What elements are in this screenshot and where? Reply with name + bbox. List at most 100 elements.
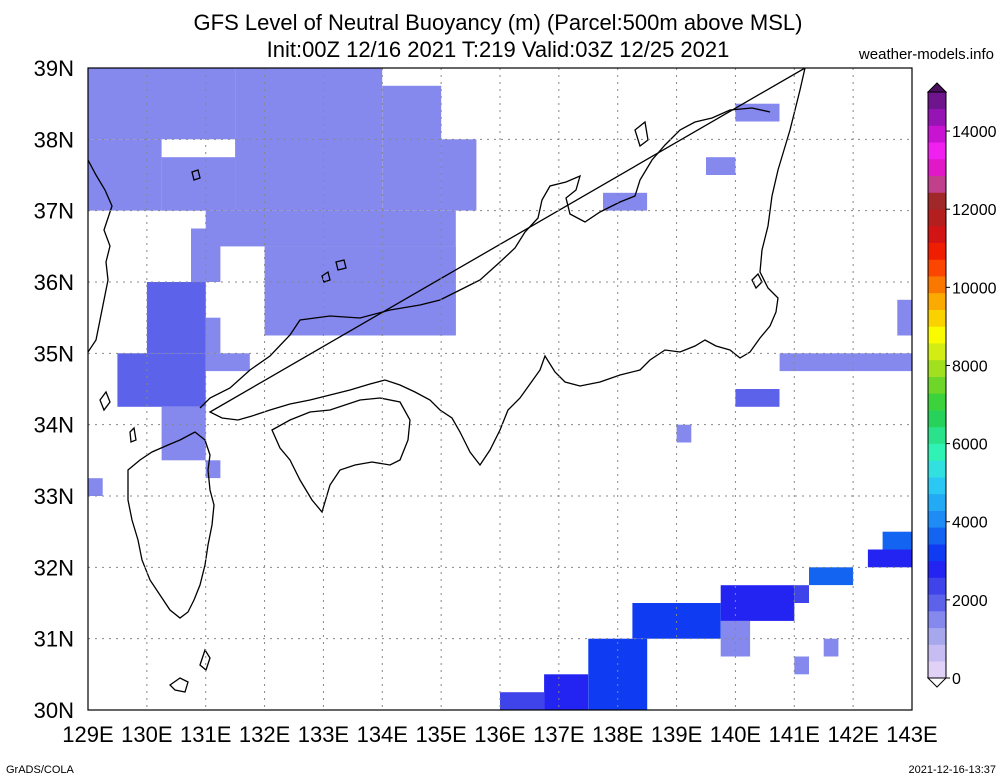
- x-tick-label-9: 138E: [592, 722, 643, 747]
- data-cell-7: [264, 246, 456, 336]
- colorbar-segment-17: [928, 376, 946, 394]
- colorbar-segment-23: [928, 276, 946, 294]
- data-cell-10: [205, 317, 221, 354]
- y-tick-label-2: 32N: [34, 555, 74, 580]
- footer-right: 2021-12-16-13:37: [909, 764, 996, 776]
- colorbar-segment-6: [928, 560, 946, 578]
- coastline-islands-5: [751, 272, 763, 290]
- data-cell-18: [603, 192, 648, 211]
- colorbar-segment-8: [928, 527, 946, 545]
- data-cell-28: [720, 585, 795, 621]
- data-cell-20: [676, 424, 692, 443]
- colorbar-segment-34: [928, 92, 946, 110]
- data-cell-5: [161, 157, 236, 211]
- colorbar-segment-19: [928, 343, 946, 361]
- y-tick-label-1: 31N: [34, 627, 74, 652]
- data-cell-26: [500, 692, 545, 710]
- colorbar-segment-7: [928, 544, 946, 562]
- colorbar-segment-10: [928, 493, 946, 511]
- coastline-honshu-west: [199, 107, 771, 409]
- coastline-islands-4: [634, 120, 649, 148]
- x-tick-label-6: 135E: [415, 722, 466, 747]
- site-watermark: weather-models.info: [858, 46, 994, 63]
- colorbar-segment-27: [928, 209, 946, 227]
- colorbar-segment-25: [928, 242, 946, 260]
- x-tick-label-8: 137E: [533, 722, 584, 747]
- colorbar-segment-12: [928, 460, 946, 478]
- colorbar-label-7: 14000: [952, 124, 997, 141]
- y-tick-label-3: 33N: [34, 484, 74, 509]
- data-cell-12: [117, 353, 206, 407]
- colorbar-segment-24: [928, 259, 946, 277]
- y-tick-label-0: 30N: [34, 698, 74, 723]
- colorbar-segment-22: [928, 292, 946, 310]
- data-cell-21: [779, 353, 912, 372]
- colorbar-segment-33: [928, 108, 946, 126]
- colorbar-segment-30: [928, 158, 946, 177]
- colorbar-segment-9: [928, 510, 946, 528]
- data-cell-9: [146, 282, 206, 354]
- data-cell-15: [88, 478, 103, 496]
- data-cell-22: [897, 299, 912, 336]
- colorbar-segment-2: [928, 627, 946, 645]
- colorbar-label-4: 8000: [952, 358, 988, 375]
- data-cell-17: [706, 157, 736, 175]
- x-tick-label-0: 129E: [62, 722, 113, 747]
- colorbar-segment-11: [928, 477, 946, 495]
- coastline-islands-6: [99, 390, 137, 443]
- y-tick-label-6: 36N: [34, 270, 74, 295]
- data-cell-14: [205, 460, 221, 479]
- coastline-shikoku: [271, 397, 411, 514]
- data-cell-1: [235, 68, 383, 211]
- data-cell-29: [794, 585, 809, 603]
- colorbar-segment-31: [928, 142, 946, 160]
- data-cell-16: [735, 103, 780, 122]
- data-cells: [88, 68, 912, 710]
- colorbar-label-3: 6000: [952, 437, 988, 454]
- x-tick-label-5: 134E: [357, 722, 408, 747]
- colorbar-segment-28: [928, 192, 946, 210]
- x-tick-label-2: 131E: [180, 722, 231, 747]
- map-frame: [87, 67, 913, 711]
- data-cell-2: [382, 85, 442, 211]
- data-cell-33: [794, 656, 809, 675]
- data-cell-31: [867, 549, 912, 568]
- x-tick-labels: 129E 130E 131E 132E 133E 134E 135E 136E 137E 138E…: [62, 722, 937, 747]
- data-cell-11: [205, 353, 250, 372]
- y-tick-label-8: 38N: [34, 127, 74, 152]
- colorbar-segment-5: [928, 577, 946, 595]
- data-cell-25: [544, 674, 589, 710]
- coastline-islands-2: [199, 648, 211, 672]
- colorbar-label-6: 12000: [952, 202, 997, 219]
- data-cell-4: [88, 139, 162, 211]
- x-tick-label-10: 139E: [651, 722, 702, 747]
- colorbar-segment-16: [928, 393, 946, 411]
- colorbar-label-2: 4000: [952, 515, 988, 532]
- colorbar-segment-4: [928, 594, 946, 612]
- data-cell-32: [882, 531, 912, 550]
- chart-title: GFS Level of Neutral Buoyancy (m) (Parce…: [194, 10, 803, 35]
- colorbar-segment-18: [928, 359, 946, 377]
- y-tick-label-4: 34N: [34, 413, 74, 438]
- data-cell-19: [735, 389, 780, 407]
- coastline-islands-1: [168, 677, 189, 693]
- coastline-honshu-east: [208, 68, 806, 467]
- y-tick-labels: 30N 31N 32N 33N 34N 35N 36N 37N 38N 39N: [34, 56, 74, 723]
- x-tick-label-14: 143E: [886, 722, 937, 747]
- colorbar-segment-29: [928, 175, 946, 193]
- colorbar-max-arrow: [926, 82, 948, 93]
- colorbar-segment-0: [928, 661, 946, 679]
- colorbar-min-arrow: [926, 677, 948, 688]
- colorbar: 0 2000 4000 6000 8000 10000 12000 14000: [926, 82, 997, 688]
- y-tick-label-9: 39N: [34, 56, 74, 81]
- data-cell-34: [823, 638, 839, 657]
- data-cell-30: [809, 567, 854, 586]
- y-tick-label-7: 37N: [34, 199, 74, 224]
- x-tick-label-12: 141E: [769, 722, 820, 747]
- footer-left: GrADS/COLA: [6, 764, 75, 776]
- data-cell-3: [441, 139, 477, 211]
- colorbar-segment-3: [928, 611, 946, 629]
- x-tick-label-13: 142E: [827, 722, 878, 747]
